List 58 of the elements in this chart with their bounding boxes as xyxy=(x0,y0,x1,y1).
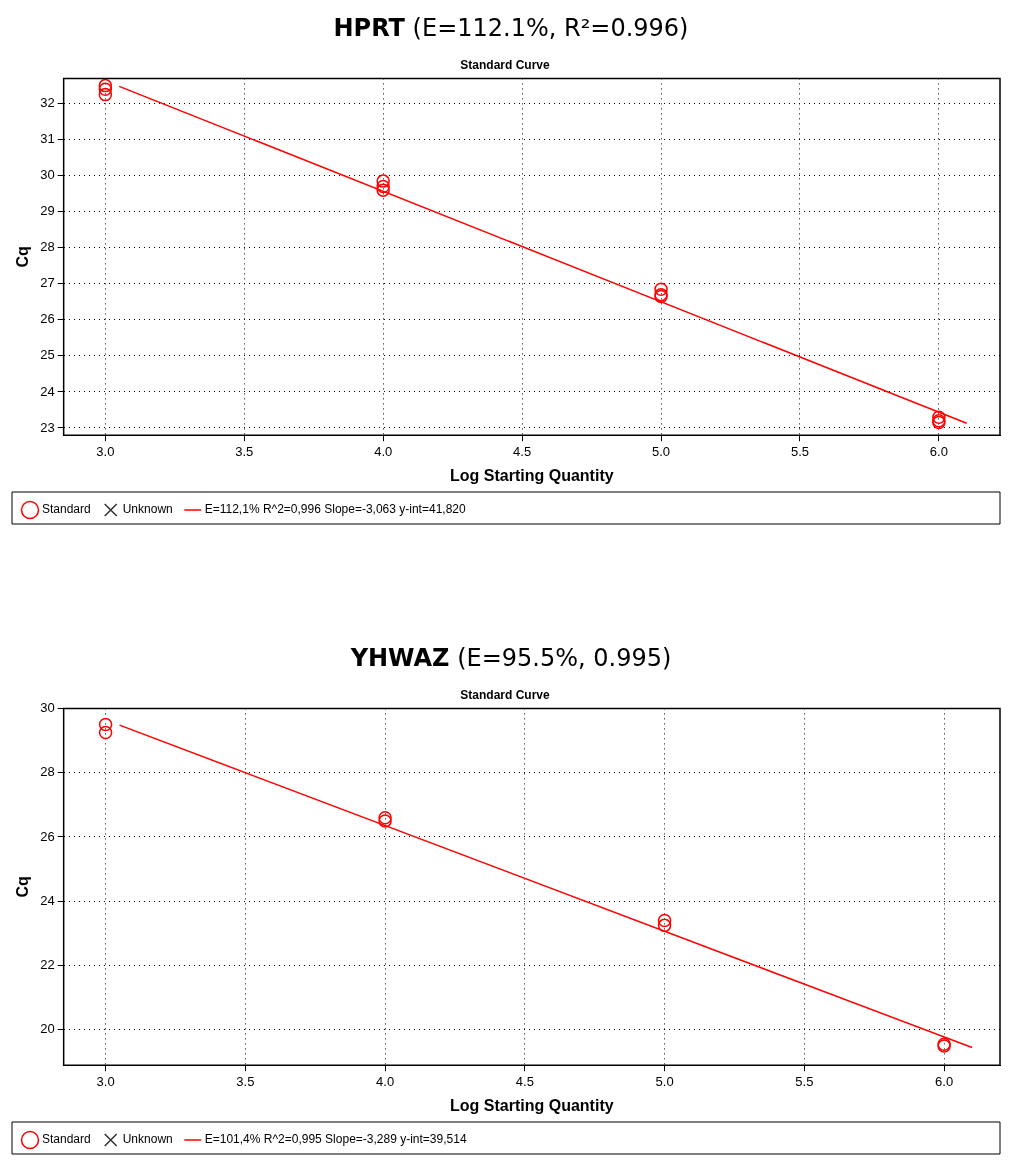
point xyxy=(654,282,668,296)
point xyxy=(98,78,113,93)
y-tick-label: 22 xyxy=(40,957,55,973)
x-axis-title: Log Starting Quantity xyxy=(450,466,614,484)
y-tick-label: 29 xyxy=(40,203,55,219)
x-tick-label: 5.0 xyxy=(651,443,671,459)
y-tick-label: 30 xyxy=(40,699,55,715)
point xyxy=(98,87,113,102)
x-tick-label: 5.0 xyxy=(655,1073,674,1089)
y-axis-title: Cq xyxy=(14,876,32,898)
point xyxy=(98,82,113,96)
x-axis-title: Log Starting Quantity xyxy=(450,1096,614,1114)
y-tick-label: 32 xyxy=(40,95,55,111)
y-tick-label: 30 xyxy=(40,167,55,183)
point xyxy=(657,918,672,933)
legend-label: Standard xyxy=(42,502,91,517)
y-tick-label: 28 xyxy=(40,764,55,780)
point xyxy=(376,174,390,188)
y-tick-label: 26 xyxy=(40,311,55,327)
x-tick-label: 4.0 xyxy=(376,1073,395,1089)
x-tick-label: 4.0 xyxy=(374,443,393,459)
y-tick-label: 27 xyxy=(40,275,55,291)
legend-label: Unknown xyxy=(122,1132,173,1147)
legend-label: Unknown xyxy=(122,502,173,517)
point xyxy=(376,179,390,194)
x-tick-label: 4.5 xyxy=(513,443,532,459)
x-tick-label: 4.5 xyxy=(515,1073,534,1089)
x-tick-label: 5.5 xyxy=(790,443,809,459)
point xyxy=(932,410,946,424)
legend-label: E=112,1% R^2=0,996 Slope=-3,063 y-int=41,820 xyxy=(204,502,466,517)
chart-subtitle: Standard Curve xyxy=(460,57,550,72)
y-axis-title: Cq xyxy=(14,246,32,268)
point xyxy=(376,183,390,197)
y-tick-label: 28 xyxy=(40,239,55,255)
legend-label: E=101,4% R^2=0,995 Slope=-3,289 y-int=39,514 xyxy=(204,1132,467,1147)
point xyxy=(378,814,392,828)
point xyxy=(378,810,392,825)
x-tick-label: 3.5 xyxy=(235,443,254,459)
x-tick-label: 3.5 xyxy=(236,1073,255,1089)
y-tick-label: 24 xyxy=(40,892,55,908)
chart-subtitle: Standard Curve xyxy=(460,687,550,702)
y-tick-label: 24 xyxy=(40,383,55,399)
x-tick-label: 6.0 xyxy=(935,1073,954,1089)
point xyxy=(98,725,113,740)
x-tick-label: 3.0 xyxy=(96,443,115,459)
y-tick-label: 25 xyxy=(40,347,55,363)
chart-title: YHWAZ (E=95.5%, 0.995) xyxy=(350,644,672,672)
y-tick-label: 23 xyxy=(40,419,55,435)
point xyxy=(98,717,113,732)
legend-label: Standard xyxy=(42,1132,91,1147)
x-tick-label: 3.0 xyxy=(96,1073,115,1089)
y-tick-label: 31 xyxy=(40,131,55,147)
chart-title: HPRT (E=112.1%, R²=0.996) xyxy=(333,14,689,42)
x-tick-label: 5.5 xyxy=(795,1073,814,1089)
x-tick-label: 6.0 xyxy=(929,443,948,459)
y-tick-label: 26 xyxy=(40,828,55,844)
point xyxy=(657,913,672,928)
y-tick-label: 20 xyxy=(40,1021,55,1037)
